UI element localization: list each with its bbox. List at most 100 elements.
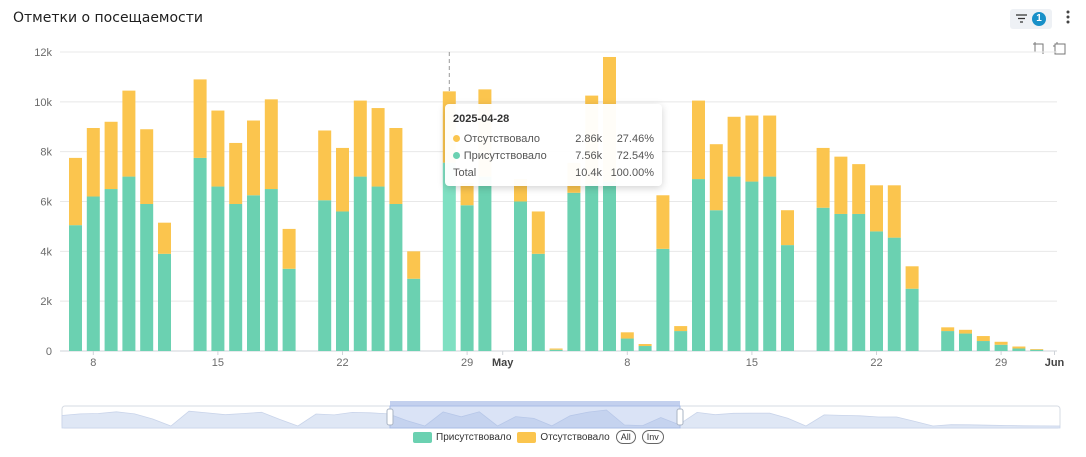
bar-present[interactable]	[389, 203, 403, 351]
bar-absent[interactable]	[638, 344, 652, 347]
bar-present[interactable]	[229, 203, 243, 351]
bar-present[interactable]	[781, 245, 794, 351]
bar-absent[interactable]	[905, 266, 919, 289]
zoom-reset-icon[interactable]	[1052, 41, 1067, 56]
bar-present[interactable]	[816, 207, 830, 351]
bar-absent[interactable]	[247, 120, 260, 196]
legend-select-all-button[interactable]: All	[615, 430, 636, 444]
bar-present[interactable]	[976, 341, 990, 351]
bar-present[interactable]	[745, 181, 759, 351]
bar-absent[interactable]	[709, 144, 723, 211]
bar-present[interactable]	[585, 184, 599, 351]
bar-present[interactable]	[1012, 348, 1026, 351]
bar-present[interactable]	[371, 186, 385, 351]
zoom-handle-left[interactable]	[386, 408, 394, 426]
bar-absent[interactable]	[887, 185, 901, 238]
legend-item-present[interactable]: Присутствовало	[413, 431, 511, 443]
bar-absent[interactable]	[692, 100, 705, 180]
bar-absent[interactable]	[531, 211, 545, 254]
bar-present[interactable]	[959, 333, 972, 351]
bar-present[interactable]	[994, 344, 1008, 351]
more-menu-button[interactable]	[1062, 9, 1074, 29]
bar-present[interactable]	[247, 195, 260, 351]
bar-absent[interactable]	[656, 195, 670, 249]
bar-absent[interactable]	[229, 142, 243, 204]
bar-present[interactable]	[727, 176, 741, 351]
zoom-window[interactable]	[389, 405, 681, 429]
bar-absent[interactable]	[460, 182, 474, 206]
legend-item-absent[interactable]: Отсутствовало	[517, 431, 610, 443]
bar-present[interactable]	[1030, 349, 1044, 351]
bar-present[interactable]	[638, 346, 652, 351]
bar-absent[interactable]	[620, 332, 634, 339]
bar-present[interactable]	[603, 181, 616, 351]
bar-absent[interactable]	[1012, 346, 1026, 349]
bar-present[interactable]	[709, 210, 723, 351]
bar-absent[interactable]	[1030, 349, 1044, 350]
bar-present[interactable]	[549, 349, 563, 351]
bar-present[interactable]	[193, 157, 207, 351]
bar-absent[interactable]	[371, 108, 385, 187]
bar-present[interactable]	[336, 211, 349, 351]
filter-button[interactable]: 1	[1010, 9, 1052, 29]
bar-absent[interactable]	[852, 164, 866, 214]
bar-absent[interactable]	[941, 327, 955, 332]
bar-absent[interactable]	[389, 127, 403, 204]
bar-absent[interactable]	[727, 116, 741, 177]
bar-present[interactable]	[692, 179, 705, 351]
bar-present[interactable]	[531, 253, 545, 351]
bar-absent[interactable]	[407, 251, 421, 279]
zoom-handle-right[interactable]	[676, 408, 684, 426]
bar-absent[interactable]	[318, 130, 332, 201]
bar-present[interactable]	[905, 288, 919, 351]
bar-present[interactable]	[407, 278, 421, 351]
bar-present[interactable]	[282, 268, 296, 351]
bar-absent[interactable]	[976, 336, 990, 342]
bar-present[interactable]	[86, 196, 100, 351]
bar-absent[interactable]	[870, 185, 883, 232]
bar-absent[interactable]	[264, 99, 278, 190]
bar-absent[interactable]	[781, 210, 794, 246]
bar-absent[interactable]	[816, 147, 830, 208]
bar-present[interactable]	[941, 331, 955, 351]
bar-absent[interactable]	[674, 326, 688, 332]
bar-absent[interactable]	[745, 115, 759, 182]
bar-absent[interactable]	[104, 121, 118, 190]
bar-absent[interactable]	[282, 228, 296, 269]
bar-present[interactable]	[887, 237, 901, 351]
bar-absent[interactable]	[86, 127, 100, 197]
bar-present[interactable]	[158, 253, 171, 351]
zoom-window-top-bar[interactable]	[390, 401, 680, 406]
bar-absent[interactable]	[834, 156, 848, 214]
bar-present[interactable]	[460, 205, 474, 351]
bar-present[interactable]	[763, 176, 777, 351]
bar-absent[interactable]	[140, 129, 154, 204]
bar-present[interactable]	[69, 225, 82, 351]
bar-absent[interactable]	[994, 341, 1008, 345]
bar-absent[interactable]	[158, 222, 171, 254]
bar-present[interactable]	[140, 203, 154, 351]
bar-present[interactable]	[567, 192, 581, 351]
bar-present[interactable]	[656, 248, 670, 351]
bar-absent[interactable]	[336, 147, 349, 212]
bar-present[interactable]	[318, 200, 332, 351]
bar-present[interactable]	[442, 162, 456, 351]
bar-present[interactable]	[122, 176, 136, 351]
bar-absent[interactable]	[549, 348, 563, 350]
bar-present[interactable]	[264, 189, 278, 351]
bar-present[interactable]	[353, 176, 367, 351]
bar-absent[interactable]	[763, 115, 777, 177]
bar-present[interactable]	[870, 231, 883, 351]
legend-invert-button[interactable]: Inv	[641, 430, 664, 444]
bar-absent[interactable]	[211, 110, 225, 187]
bar-present[interactable]	[620, 338, 634, 351]
bar-absent[interactable]	[69, 157, 82, 226]
bar-present[interactable]	[478, 176, 492, 351]
bar-absent[interactable]	[193, 79, 207, 158]
bar-present[interactable]	[514, 201, 527, 352]
bar-absent[interactable]	[959, 329, 972, 334]
bar-present[interactable]	[104, 189, 118, 351]
bar-present[interactable]	[674, 331, 688, 351]
bar-present[interactable]	[852, 213, 866, 351]
